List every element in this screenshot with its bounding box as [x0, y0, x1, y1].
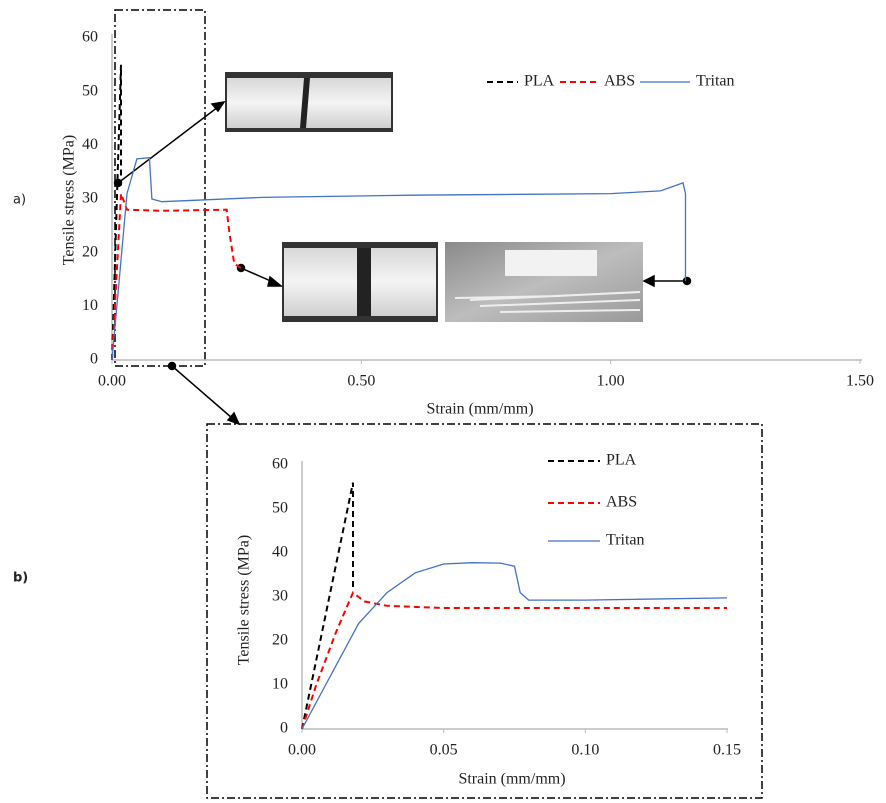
zoom-box [114, 9, 206, 367]
arrow [117, 106, 219, 184]
fracture [357, 248, 371, 316]
series-line [111, 193, 243, 361]
chart: b) 0.00 0.05 0.10 0.15 0 10 20 30 40 50 60 Strain (m… [13, 452, 741, 788]
x-axis-title: Strain (mm/mm) [458, 771, 565, 788]
panel-label: a) [13, 193, 26, 208]
y-axis-title: Tensile stress (MPa) [236, 535, 253, 665]
y-tick-label: 30 [82, 190, 98, 207]
panel-label: b) [13, 571, 28, 586]
y-tick-label: 50 [82, 82, 98, 99]
y-tick-label: 60 [82, 29, 98, 46]
arrow-head [226, 411, 241, 426]
series-line [111, 156, 687, 361]
arrow-head [267, 275, 284, 287]
arrow-head [210, 100, 226, 113]
chart: a) 0.00 0.50 1.00 1.50 0 10 20 30 40 50 60 Strain (m… [13, 29, 874, 418]
legend-label: ABS [606, 494, 637, 511]
zoom-panel-box [206, 423, 763, 799]
x-axis-title: Strain (mm/mm) [426, 401, 533, 418]
y-tick-label: 30 [272, 588, 288, 605]
legend-label: PLA [606, 452, 637, 469]
x-tick-label: 0.05 [430, 742, 458, 759]
y-tick-label: 10 [82, 297, 98, 314]
photo-tritan-piece [505, 250, 597, 276]
legend-label: Tritan [696, 73, 735, 90]
y-tick-label: 0 [280, 720, 288, 737]
arrow-head [642, 274, 655, 288]
arrows [113, 100, 692, 426]
decorations [114, 9, 763, 799]
y-tick-label: 20 [82, 243, 98, 260]
fibres [454, 291, 641, 313]
arrow [240, 267, 274, 283]
series-line [111, 64, 122, 361]
series-line [301, 591, 727, 730]
fracture [300, 78, 310, 128]
dot [682, 276, 692, 286]
y-tick-label: 0 [90, 351, 98, 368]
x-tick-label: 1.00 [597, 373, 625, 390]
series-line [301, 482, 354, 730]
y-tick-label: 40 [272, 544, 288, 561]
x-tick-label: 0.00 [288, 742, 316, 759]
x-tick-label: 0.00 [98, 373, 126, 390]
x-tick-label: 0.15 [713, 742, 741, 759]
x-tick-label: 0.10 [571, 742, 599, 759]
x-tick-label: 1.50 [846, 373, 874, 390]
y-axis-title: Tensile stress (MPa) [61, 135, 78, 265]
y-tick-label: 10 [272, 676, 288, 693]
series-line [301, 562, 728, 730]
legend-label: PLA [524, 73, 555, 90]
legend-label: ABS [604, 73, 635, 90]
y-tick-label: 60 [272, 456, 288, 473]
legend-label: Tritan [606, 532, 645, 549]
photos [225, 72, 643, 322]
arrow [171, 365, 233, 419]
y-tick-label: 40 [82, 136, 98, 153]
y-tick-label: 20 [272, 632, 288, 649]
dot [167, 361, 177, 371]
y-tick-label: 50 [272, 500, 288, 517]
x-tick-label: 0.50 [347, 373, 375, 390]
